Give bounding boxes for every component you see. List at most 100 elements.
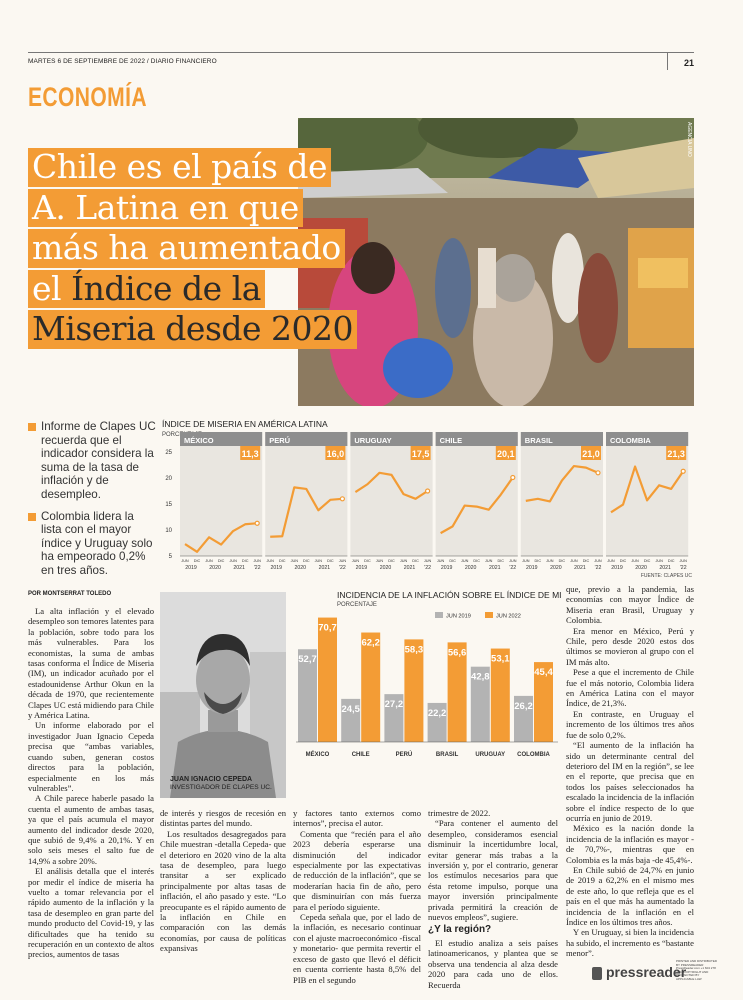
bar (404, 639, 424, 742)
series-end-point (339, 496, 345, 502)
year-label: 2021 (233, 565, 245, 571)
bar-value-label: 24,5 (341, 704, 360, 715)
x-tick-label: JUN (291, 559, 299, 563)
bar (490, 648, 510, 742)
article-paragraph: Cepeda señala que, por el lado de la inf… (293, 912, 421, 985)
final-value-box (495, 446, 516, 460)
year-label: 2021 (404, 565, 416, 571)
legend-label: JUN 2019 (446, 614, 471, 620)
x-tick-label: JUN (631, 559, 639, 563)
headline-line-4b: Índice de la (71, 268, 261, 308)
bar (384, 694, 404, 742)
series-line (184, 522, 258, 553)
bar-group-brasil: 22,2 56,6 BRASIL (427, 642, 467, 758)
year-label: 2021 (574, 565, 586, 571)
bar-chart-subtitle: PORCENTAJE (337, 602, 377, 608)
final-value-box (581, 446, 601, 460)
x-tick-label: JUN (485, 559, 493, 563)
chart-panel-colombia: COLOMBIA 21,3 JUN DIC JUN DIC JUN DIC JUN 2019 202… (606, 432, 689, 571)
y-tick-label: 15 (165, 502, 172, 508)
x-tick-label: DIC (303, 559, 310, 563)
series-end-point (510, 474, 516, 481)
article-paragraph: En contraste, en Uruguay el incremento d… (566, 708, 694, 740)
x-tick-label: DIC (668, 559, 675, 563)
final-value-label: 20,1 (497, 449, 515, 459)
page-number: 21 (683, 58, 694, 68)
bar (470, 666, 490, 742)
bar (318, 617, 337, 742)
year-label: 2021 (319, 565, 331, 571)
year-label: 2019 (356, 565, 368, 571)
panel-background (435, 446, 518, 556)
x-tick-label: DIC (497, 559, 504, 563)
series-end-point (595, 470, 601, 476)
panel-header (520, 432, 603, 446)
panel-title: PERÚ (269, 436, 290, 445)
x-tick-label: JUN (522, 559, 530, 563)
article-paragraph: El estudio analiza a seis países latinoa… (428, 937, 558, 990)
summary-bullets: Informe de Clapes UC recuerda que el ind… (28, 420, 156, 586)
year-label: '22 (509, 565, 516, 571)
bar (298, 649, 317, 742)
panel-background (520, 446, 603, 556)
article-paragraph: A Chile parece haberle pasado la cuenta … (28, 793, 154, 866)
article-paragraph: y factores tanto externos como internos”… (293, 808, 421, 829)
year-label: 2019 (611, 565, 623, 571)
article-paragraph: “El aumento de la inflación ha sido un d… (566, 740, 694, 823)
panel-title: CHILE (440, 436, 463, 445)
article-paragraph: “Para contener el aumento del desempleo,… (428, 818, 558, 923)
article-column-3: y factores tanto externos como internos”… (293, 808, 421, 985)
legend-label: JUN 2022 (496, 614, 521, 620)
x-tick-label: DIC (412, 559, 419, 563)
subheading-region: ¿Y la región? (428, 924, 492, 936)
bar (514, 695, 533, 742)
x-tick-label: DIC (327, 559, 334, 563)
header-page-divider (667, 52, 668, 70)
x-tick-label: DIC (620, 559, 627, 563)
final-value-label: 16,0 (327, 449, 345, 459)
series-line (610, 465, 685, 514)
portrait-caption: JUAN IGNACIO CEPEDA INVESTIGADOR DE CLAP… (170, 776, 284, 791)
bar-value-label: 22,2 (428, 708, 447, 719)
inflation-incidence-chart: INCIDENCIA DE LA INFLACIÓN SOBRE EL ÍNDI… (296, 590, 562, 758)
x-tick-label: JUN (254, 559, 262, 563)
market-photo: AGENCIA UNO (298, 118, 694, 406)
panel-header (265, 432, 348, 446)
line-chart-source: FUENTE: CLAPES UC (641, 573, 693, 579)
headline-line-4a: el (32, 268, 72, 308)
x-tick-label: JUN (546, 559, 554, 563)
bar-value-label: 42,8 (471, 672, 490, 683)
x-tick-label: JUN (352, 559, 360, 563)
x-tick-label: JUN (181, 559, 189, 563)
year-label: 2020 (550, 565, 562, 571)
pressreader-logo-icon (592, 967, 602, 980)
bar-value-label: 56,6 (448, 647, 467, 658)
panel-background (350, 446, 433, 556)
article-column-2: de interés y riesgos de recesión en dist… (160, 808, 286, 954)
year-label: 2019 (185, 565, 197, 571)
final-value-label: 21,3 (667, 449, 685, 459)
section-title: ECONOMÍA (28, 82, 147, 112)
year-label: '22 (595, 565, 602, 571)
final-value-box (325, 446, 346, 460)
bar-value-label: 27,2 (385, 699, 404, 710)
chart-panel-uruguay: URUGUAY 17,5 JUN DIC JUN DIC JUN DIC JUN 2019 2020… (350, 432, 433, 571)
year-label: 2020 (635, 565, 647, 571)
x-tick-label: JUN (424, 559, 432, 563)
panel-header (435, 432, 518, 446)
headline-line-4: el Índice de la (28, 268, 265, 308)
article-paragraph: Los resultados desagregados para Chile m… (160, 828, 286, 954)
x-tick-label: JUN (680, 559, 688, 563)
headline-line-3: más ha aumentado (28, 228, 345, 268)
article-paragraph: Y en Uruguay, si bien la incidencia ha s… (566, 927, 694, 959)
year-label: 2020 (465, 565, 477, 571)
pressreader-note: PRINTED AND DISTRIBUTED BY PRESSREADER P… (676, 959, 718, 981)
year-label: '22 (254, 565, 261, 571)
x-tick-label: DIC (218, 559, 225, 563)
headline-line-5: Miseria desde 2020 (28, 309, 358, 349)
bar-group-colombia: 26,2 45,4 COLOMBIA (514, 662, 553, 758)
headline-line-2: A. Latina en que (28, 188, 303, 227)
x-tick-label: DIC (583, 559, 590, 563)
x-tick-label: DIC (559, 559, 566, 563)
article-column-1: La alta inflación y el elevado desempleo… (28, 606, 154, 960)
